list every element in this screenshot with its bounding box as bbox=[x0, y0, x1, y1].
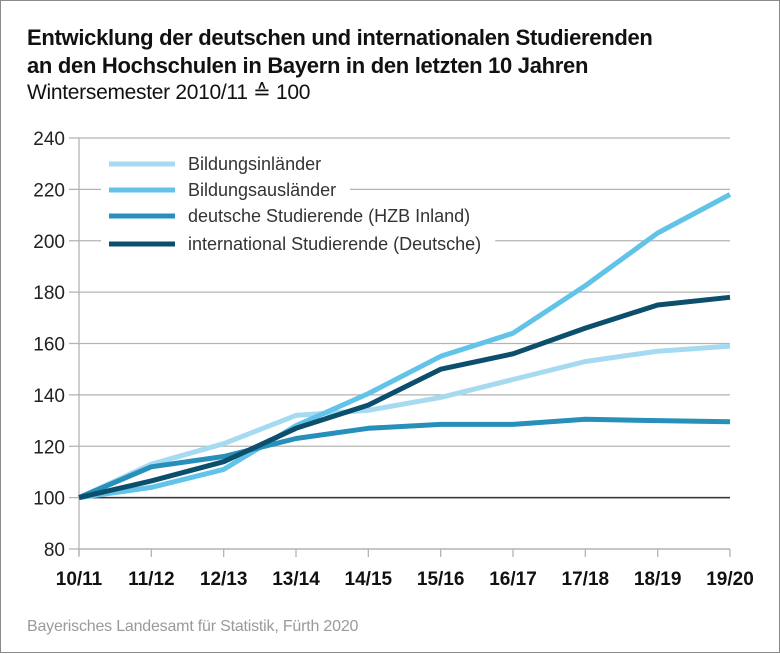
y-axis-ticks: 80 100 120 140 160 180 200 220 240 bbox=[33, 129, 79, 561]
x-axis-ticks: 10/11 11/12 12/13 13/14 14/15 15/16 16/17 17/18… bbox=[56, 549, 754, 590]
x-tick-label-13-14: 13/14 bbox=[272, 569, 320, 590]
x-tick-label-19-20: 19/20 bbox=[706, 569, 754, 590]
legend-label-3: international Studierende (Deutsche) bbox=[188, 234, 481, 254]
legend-label-1: Bildungsausländer bbox=[188, 180, 336, 200]
y-tick-label-120: 120 bbox=[33, 437, 65, 458]
y-tick-label-80: 80 bbox=[44, 540, 65, 561]
x-tick-label-17-18: 17/18 bbox=[562, 569, 610, 590]
x-tick-label-10-11: 10/11 bbox=[56, 569, 103, 590]
legend-label-0: Bildungsinländer bbox=[188, 154, 321, 174]
x-tick-label-12-13: 12/13 bbox=[200, 569, 248, 590]
x-tick-label-16-17: 16/17 bbox=[489, 569, 537, 590]
y-tick-label-160: 160 bbox=[33, 335, 65, 356]
y-tick-label-100: 100 bbox=[33, 489, 65, 510]
y-tick-label-140: 140 bbox=[33, 386, 65, 407]
x-tick-label-15-16: 15/16 bbox=[417, 569, 465, 590]
y-tick-label-240: 240 bbox=[33, 129, 65, 150]
legend: Bildungsinländer Bildungsausländer deutsch… bbox=[101, 151, 495, 257]
x-tick-label-11-12: 11/12 bbox=[128, 569, 175, 590]
source-note: Bayerisches Landesamt für Statistik, Für… bbox=[27, 618, 358, 636]
x-tick-label-14-15: 14/15 bbox=[345, 569, 393, 590]
series-line-3 bbox=[79, 297, 730, 497]
y-tick-label-200: 200 bbox=[33, 232, 65, 253]
legend-label-2: deutsche Studierende (HZB Inland) bbox=[188, 206, 470, 226]
y-tick-label-220: 220 bbox=[33, 180, 65, 201]
y-tick-label-180: 180 bbox=[33, 283, 65, 304]
x-tick-label-18-19: 18/19 bbox=[634, 569, 682, 590]
